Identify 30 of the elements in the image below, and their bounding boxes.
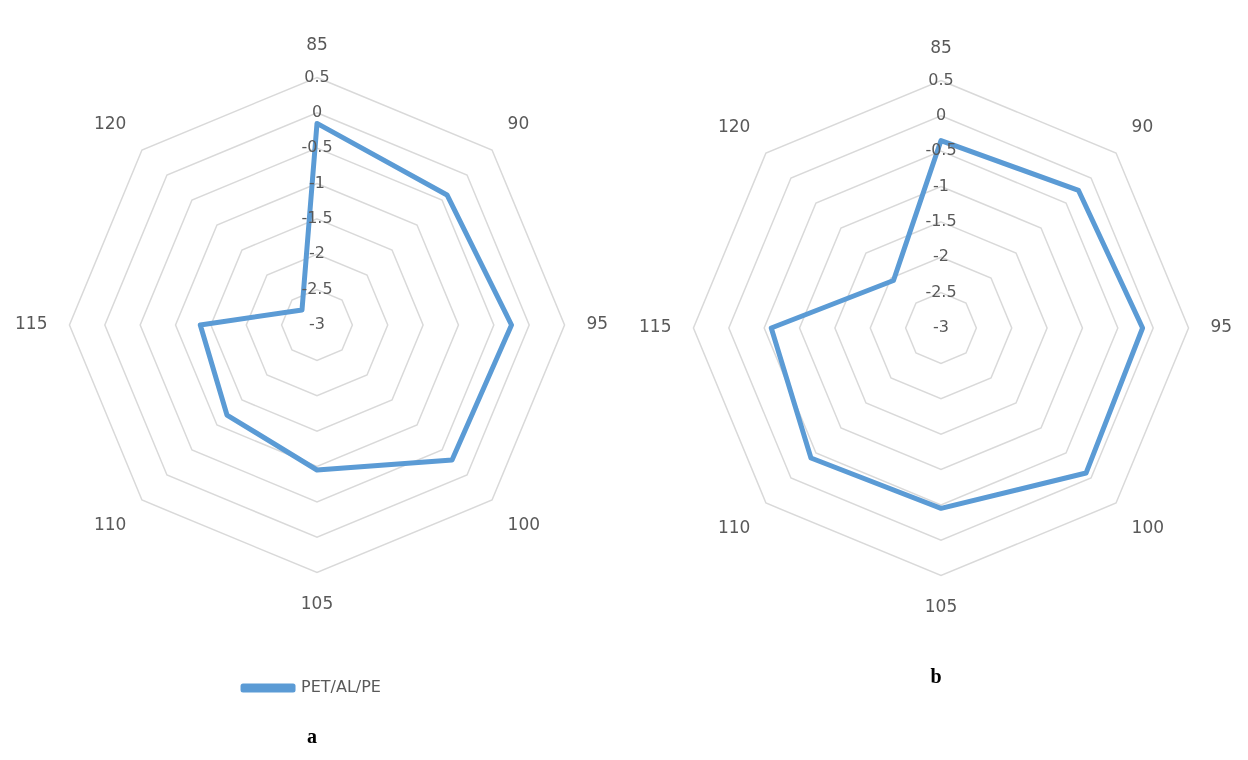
y-tick-label: -3 [309,314,325,334]
spoke-label: 85 [306,33,328,54]
spoke-label: 95 [586,313,609,334]
text: b [930,665,942,688]
spoke-label: 105 [300,593,334,614]
spoke-label: 115 [638,316,672,337]
spoke-label: 95 [1210,316,1233,337]
y-tick-label: 0.5 [304,66,330,86]
spoke-label: 105 [924,596,958,617]
spoke-label: 120 [717,115,751,136]
y-tick-label: 0.5 [928,69,954,89]
y-tick-label: -2 [309,243,325,263]
spoke-label: 115 [14,313,48,334]
spoke-label: 90 [1131,115,1154,136]
spoke-label: 110 [93,514,127,535]
y-tick-label: -2 [933,246,949,266]
y-tick-label: 0 [935,104,947,124]
spoke-label: 85 [930,36,952,57]
y-tick-label: 0 [311,101,323,121]
spoke-label: 120 [93,112,127,133]
y-tick-label: -1 [933,175,949,195]
legend-label: PET/AL/PE [301,677,381,697]
y-tick-label: -3 [933,317,949,337]
spoke-label: 100 [507,514,541,535]
text: a [307,725,317,748]
spoke-label: 90 [507,112,530,133]
spoke-label: 110 [717,517,751,538]
spoke-label: 100 [1131,517,1165,538]
y-tick-label: -2.5 [925,281,957,301]
y-tick-label: -1.5 [925,211,957,231]
